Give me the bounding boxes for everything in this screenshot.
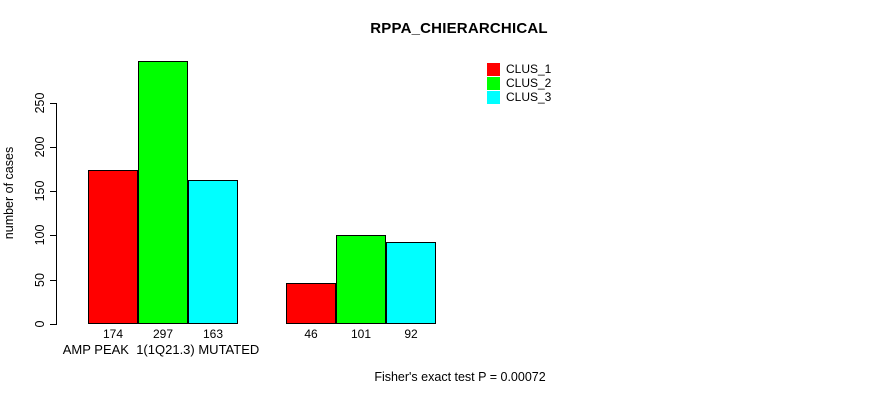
y-axis-tick-label: 200 — [33, 136, 47, 158]
bar-value-label: 297 — [152, 327, 174, 341]
y-axis-tick — [50, 103, 57, 104]
x-axis-group-label: AMP PEAK 1(1Q21.3) MUTATED — [62, 342, 260, 357]
y-axis-tick-label: 250 — [33, 92, 47, 114]
bar-value-label: 163 — [202, 327, 224, 341]
legend-label-clus_2: CLUS_2 — [506, 76, 552, 90]
y-axis-label: number of cases — [2, 146, 16, 240]
y-axis-tick-label: 100 — [33, 224, 47, 246]
bar-clus_3-group1 — [188, 180, 238, 324]
bar-value-label: 101 — [350, 327, 372, 341]
y-axis-tick-label: 0 — [33, 320, 47, 328]
legend-swatch-clus_2 — [487, 77, 500, 90]
legend-swatch-clus_1 — [487, 63, 500, 76]
fisher-test-annotation: Fisher's exact test P = 0.00072 — [374, 370, 546, 384]
legend-swatch-clus_3 — [487, 91, 500, 104]
y-axis-tick-label: 150 — [33, 180, 47, 202]
bar-value-label: 46 — [304, 327, 318, 341]
bar-clus_3-group2 — [386, 242, 436, 324]
y-axis-tick-label: 50 — [33, 273, 47, 287]
bar-clus_2-group2 — [336, 235, 386, 324]
legend-label-clus_3: CLUS_3 — [506, 90, 552, 104]
y-axis-tick — [50, 191, 57, 192]
y-axis-tick — [50, 235, 57, 236]
y-axis-tick — [50, 280, 57, 281]
chart-title: RPPA_CHIERARCHICAL — [370, 20, 548, 37]
y-axis-tick — [50, 324, 57, 325]
bar-clus_1-group2 — [286, 283, 336, 324]
bar-value-label: 92 — [404, 327, 418, 341]
bar-clus_2-group1 — [138, 61, 188, 324]
y-axis-line — [56, 103, 57, 325]
bar-value-label: 174 — [102, 327, 124, 341]
legend-label-clus_1: CLUS_1 — [506, 62, 552, 76]
bar-clus_1-group1 — [88, 170, 138, 324]
y-axis-tick — [50, 147, 57, 148]
